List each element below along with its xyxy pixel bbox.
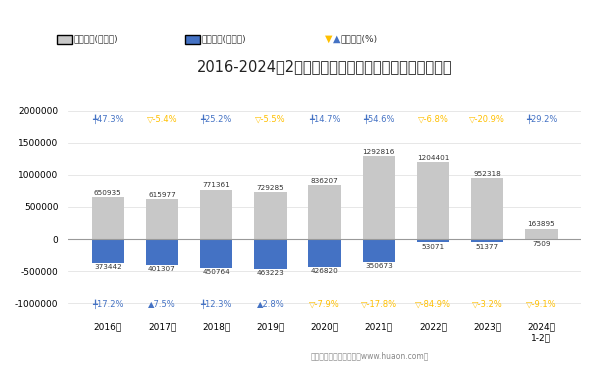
Text: 952318: 952318 (473, 171, 501, 177)
Text: 450764: 450764 (202, 269, 230, 275)
Text: 53071: 53071 (421, 244, 445, 250)
Text: ▽-3.2%: ▽-3.2% (472, 299, 502, 308)
Text: 615977: 615977 (148, 192, 176, 198)
Text: ▲2.8%: ▲2.8% (256, 299, 284, 308)
Text: ▽-7.9%: ▽-7.9% (309, 299, 340, 308)
Text: ╇29.2%: ╇29.2% (526, 115, 557, 124)
Text: ╇54.6%: ╇54.6% (363, 115, 395, 124)
Bar (254, 192, 287, 239)
Text: 350673: 350673 (365, 263, 393, 269)
Text: ▲7.5%: ▲7.5% (148, 299, 176, 308)
Text: ▼: ▼ (325, 34, 333, 44)
Text: ▽-20.9%: ▽-20.9% (469, 115, 505, 124)
Text: 836207: 836207 (311, 178, 339, 184)
Text: 制图：华经产业研究院（www.huaon.com）: 制图：华经产业研究院（www.huaon.com） (311, 351, 429, 360)
Bar (200, 189, 232, 239)
Text: 771361: 771361 (202, 182, 230, 188)
Text: ╇47.3%: ╇47.3% (92, 115, 123, 124)
Bar (308, 239, 341, 266)
Text: 650935: 650935 (94, 190, 122, 196)
Text: 同比增速(%): 同比增速(%) (341, 35, 378, 44)
Text: 进口总额(万美元): 进口总额(万美元) (201, 35, 246, 44)
Text: ▽-17.8%: ▽-17.8% (361, 299, 397, 308)
Bar (200, 239, 232, 268)
Text: ▽-84.9%: ▽-84.9% (415, 299, 451, 308)
Text: 51377: 51377 (476, 244, 499, 250)
Text: ╇17.2%: ╇17.2% (92, 299, 123, 309)
Bar (362, 156, 395, 239)
Bar (471, 178, 504, 239)
Text: 729285: 729285 (256, 185, 284, 191)
Text: 426820: 426820 (311, 268, 339, 274)
Title: 2016-2024年2月山西省外商投资企业进、出口额统计图: 2016-2024年2月山西省外商投资企业进、出口额统计图 (197, 60, 452, 75)
Bar (417, 239, 449, 243)
Bar (146, 199, 178, 239)
Bar (471, 239, 504, 243)
Text: ╇25.2%: ╇25.2% (200, 115, 232, 124)
Text: 373442: 373442 (94, 264, 122, 270)
Text: ▽-5.5%: ▽-5.5% (255, 115, 285, 124)
Bar (525, 228, 558, 239)
Bar (525, 239, 558, 240)
Bar (92, 239, 124, 263)
Bar (146, 239, 178, 265)
Text: ▲: ▲ (333, 34, 340, 44)
Text: 7509: 7509 (532, 241, 551, 247)
Text: 1204401: 1204401 (417, 154, 449, 160)
Text: 1292816: 1292816 (362, 149, 395, 155)
Text: ╇14.7%: ╇14.7% (309, 115, 340, 124)
Text: 163895: 163895 (527, 221, 555, 227)
Bar (308, 185, 341, 239)
Text: 401307: 401307 (148, 266, 176, 272)
Text: 出口总额(万美元): 出口总额(万美元) (73, 35, 118, 44)
Text: ▽-6.8%: ▽-6.8% (418, 115, 448, 124)
Text: ▽-5.4%: ▽-5.4% (147, 115, 177, 124)
Bar (92, 197, 124, 239)
Text: ╇12.3%: ╇12.3% (200, 299, 232, 309)
Text: 463223: 463223 (256, 270, 284, 276)
Text: ▽-9.1%: ▽-9.1% (526, 299, 557, 308)
Bar (362, 239, 395, 262)
Bar (417, 162, 449, 239)
Bar (254, 239, 287, 269)
